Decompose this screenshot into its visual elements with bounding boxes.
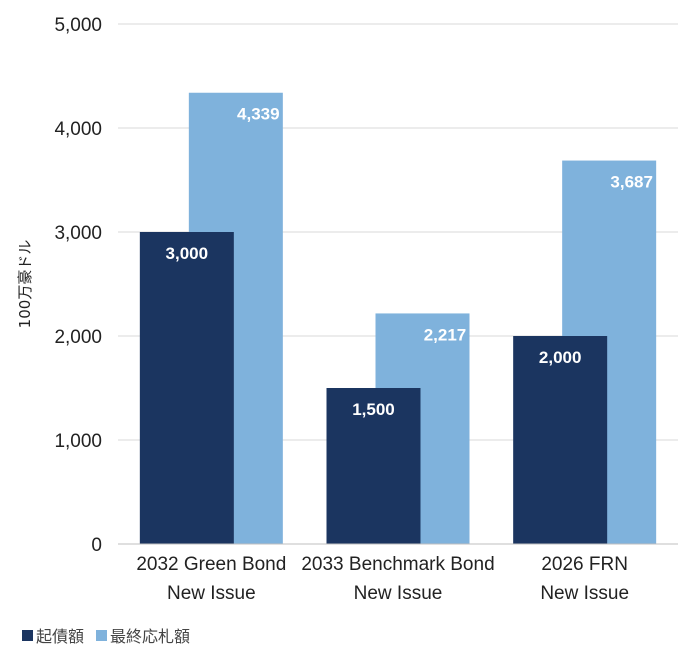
bar-issued bbox=[513, 336, 608, 544]
legend-item-issued: 起債額 bbox=[22, 623, 84, 647]
data-label-final-bids: 3,687 bbox=[610, 173, 653, 192]
x-category-label: 2033 Benchmark Bond bbox=[301, 554, 494, 575]
y-axis-label: 100万豪ドル bbox=[16, 240, 34, 329]
x-category-label: 2026 FRN bbox=[541, 554, 628, 575]
y-tick-label: 3,000 bbox=[54, 223, 102, 244]
y-tick-label: 4,000 bbox=[54, 119, 102, 140]
legend-label-issued: 起債額 bbox=[36, 627, 85, 646]
x-axis-categories: 2032 Green Bond New Issue 2033 Benchmark B… bbox=[136, 554, 629, 604]
x-category-label: New Issue bbox=[354, 583, 443, 604]
data-label-final-bids: 2,217 bbox=[424, 325, 467, 344]
data-label-issued: 2,000 bbox=[539, 348, 582, 367]
legend-swatch-issued bbox=[22, 629, 33, 641]
bar-issued bbox=[139, 232, 234, 544]
bar-issued bbox=[326, 388, 421, 544]
data-labels: 3,000 4,339 1,500 2,217 2,000 3,687 bbox=[166, 105, 653, 419]
y-tick-label: 2,000 bbox=[54, 327, 102, 348]
legend-label-final-bids: 最終応札額 bbox=[110, 627, 191, 646]
bars bbox=[139, 92, 657, 544]
legend-item-final-bids: 最終応札額 bbox=[96, 623, 190, 647]
legend-swatch-final-bids bbox=[96, 629, 108, 641]
data-label-final-bids: 4,339 bbox=[237, 105, 280, 124]
y-tick-label: 5,000 bbox=[54, 15, 102, 36]
x-category-label: New Issue bbox=[540, 583, 629, 604]
x-category-label: New Issue bbox=[167, 583, 256, 604]
y-axis-ticks: 0 1,000 2,000 3,000 4,000 5,000 bbox=[54, 15, 102, 556]
data-label-issued: 3,000 bbox=[166, 244, 209, 263]
y-tick-label: 1,000 bbox=[54, 431, 102, 452]
y-tick-label: 0 bbox=[91, 535, 102, 556]
data-label-issued: 1,500 bbox=[352, 400, 395, 419]
legend: 起債額 最終応札額 bbox=[22, 623, 202, 647]
x-category-label: 2032 Green Bond bbox=[136, 554, 286, 575]
